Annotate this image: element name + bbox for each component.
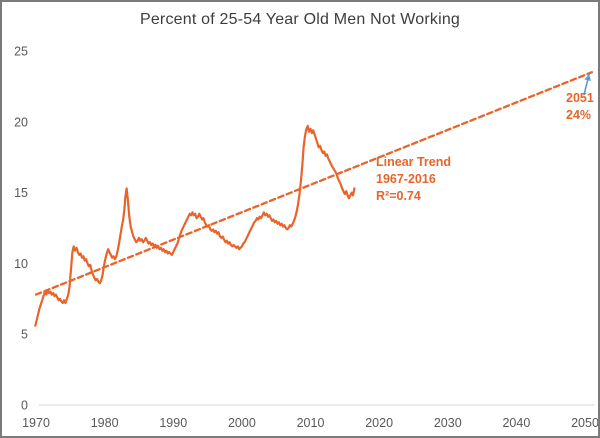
x-tick-label: 2050 — [571, 416, 599, 430]
x-tick-label: 2000 — [228, 416, 256, 430]
x-tick-label: 2030 — [434, 416, 462, 430]
y-tick-label: 20 — [14, 115, 28, 129]
projection-annotation: 2051 24% — [566, 90, 594, 124]
actual-series-line — [34, 124, 356, 327]
trend-line — [34, 71, 594, 296]
x-tick-label: 1990 — [159, 416, 187, 430]
x-tick-label: 2040 — [502, 416, 530, 430]
y-tick-label: 25 — [14, 45, 28, 59]
trend-annotation: Linear Trend 1967-2016 R²=0.74 — [376, 154, 451, 205]
y-tick-label: 15 — [14, 186, 28, 200]
x-tick-label: 2020 — [365, 416, 393, 430]
trend-annotation-line3: R²=0.74 — [376, 189, 421, 203]
y-tick-label: 10 — [14, 257, 28, 271]
trend-annotation-line2: 1967-2016 — [376, 172, 436, 186]
x-tick-label: 2010 — [297, 416, 325, 430]
x-tick-label: 1980 — [91, 416, 119, 430]
projection-arrow-head — [584, 74, 591, 82]
trend-annotation-line1: Linear Trend — [376, 155, 452, 169]
y-tick-label: 0 — [21, 399, 28, 413]
x-tick-label: 1970 — [22, 416, 50, 430]
projection-annotation-year: 2051 — [566, 91, 594, 105]
chart-title: Percent of 25-54 Year Old Men Not Workin… — [139, 11, 461, 28]
y-tick-label: 5 — [21, 328, 28, 342]
projection-arrow-group — [583, 74, 591, 96]
series-group — [34, 71, 594, 327]
projection-annotation-value: 24% — [566, 108, 592, 122]
axis-labels-group: 0 5 10 15 20 25 1970 1980 1990 2000 2010 2020 2030 20… — [14, 45, 599, 431]
